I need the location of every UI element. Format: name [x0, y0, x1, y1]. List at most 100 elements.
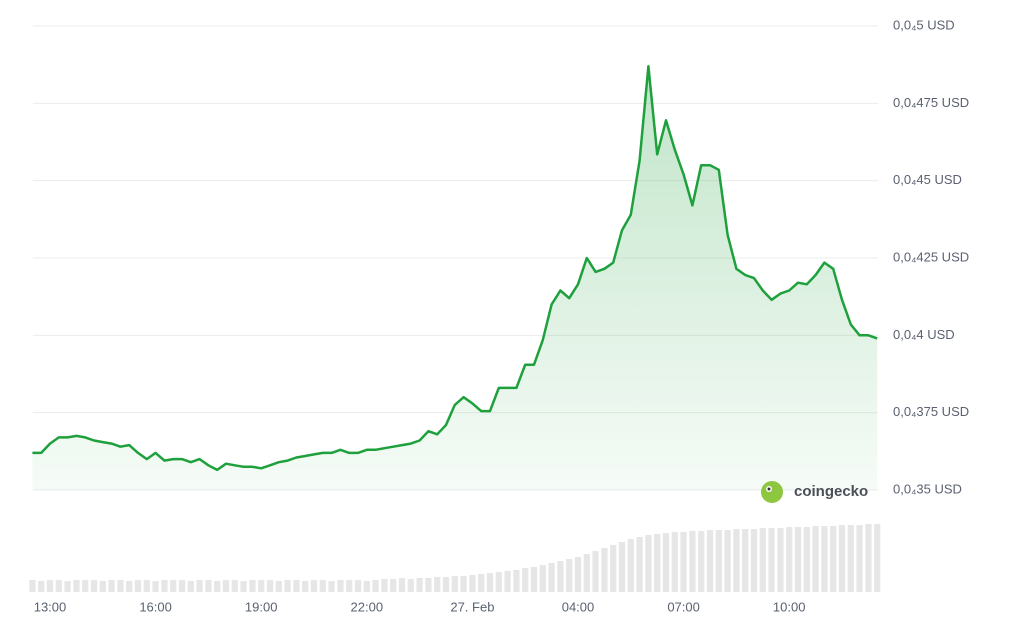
volume-bar: [451, 576, 458, 592]
volume-bar: [363, 581, 370, 592]
volume-bar: [671, 532, 678, 592]
volume-bar: [574, 557, 582, 592]
volume-bar: [284, 580, 291, 592]
volume-bar: [689, 531, 696, 592]
volume-bar: [64, 581, 71, 592]
y-tick-label: 0,0₄425 USD: [893, 249, 969, 264]
volume-bar: [539, 565, 546, 592]
volume-bar: [398, 578, 406, 592]
volume-bar: [390, 579, 397, 592]
volume-bar: [504, 571, 511, 592]
volume-bar: [337, 580, 344, 592]
x-tick-label: 19:00: [245, 599, 278, 614]
volume-bar: [293, 580, 300, 592]
volume-bar: [108, 580, 115, 592]
volume-bar: [654, 534, 661, 592]
x-tick-label: 07:00: [667, 599, 700, 614]
volume-bar: [794, 527, 802, 592]
volume-bar: [425, 578, 432, 592]
volume-bar: [328, 581, 335, 592]
y-tick-label: 0,0₄4 USD: [893, 327, 955, 342]
volume-bar: [222, 580, 230, 592]
volume-bar: [636, 537, 643, 592]
volume-bar: [803, 527, 810, 592]
volume-bar: [662, 533, 670, 592]
volume-bar: [583, 554, 590, 592]
x-tick-label: 22:00: [351, 599, 384, 614]
x-tick-label: 27. Feb: [450, 599, 494, 614]
volume-bar: [715, 530, 722, 592]
volume-bar: [354, 580, 362, 592]
watermark: coingecko: [794, 483, 868, 500]
volume-bar: [680, 532, 687, 592]
volume-bar: [38, 581, 45, 592]
volume-bar: [812, 526, 819, 592]
volume-bar: [73, 580, 80, 592]
volume-bar: [627, 539, 634, 592]
x-tick-label: 13:00: [34, 599, 67, 614]
volume-bar: [486, 573, 494, 592]
volume-bar: [830, 526, 837, 592]
volume-bar: [372, 580, 379, 592]
volume-bar: [205, 580, 212, 592]
volume-bar: [161, 580, 168, 592]
volume-bar: [698, 531, 705, 592]
volume-bar: [275, 581, 282, 592]
volume-bar: [645, 535, 652, 592]
y-tick-label: 0,0₄375 USD: [893, 404, 969, 419]
x-tick-label: 04:00: [562, 599, 595, 614]
volume-bar: [847, 525, 854, 592]
volume-bar: [777, 528, 784, 592]
volume-bar: [319, 580, 326, 592]
volume-bar: [90, 580, 98, 592]
volume-bar: [495, 572, 502, 592]
volume-bar: [99, 581, 106, 592]
volume-bar: [522, 568, 529, 592]
volume-bar: [706, 530, 714, 592]
volume-bar: [821, 526, 828, 592]
volume-bar: [865, 524, 872, 592]
volume-bar: [460, 576, 467, 592]
volume-bar: [82, 580, 89, 592]
volume-bar: [346, 580, 353, 592]
volume-bar: [601, 548, 608, 592]
volume-bar: [310, 580, 318, 592]
volume-bar: [874, 524, 881, 592]
price-line: [32, 64, 878, 472]
volume-bar: [557, 561, 564, 592]
volume-bar: [46, 580, 54, 592]
volume-bar: [592, 551, 599, 592]
volume-bar: [117, 580, 124, 592]
volume-bar: [733, 529, 740, 592]
volume-bar: [856, 525, 863, 592]
volume-bar: [478, 574, 485, 592]
volume-bar: [381, 579, 388, 592]
volume-bar: [214, 581, 221, 592]
x-tick-label: 10:00: [773, 599, 806, 614]
volume-bar: [302, 581, 309, 592]
volume-bar: [786, 527, 793, 592]
volume-bar: [266, 580, 274, 592]
volume-bar: [469, 575, 476, 592]
volume-bar: [29, 580, 36, 592]
volume-bar: [416, 578, 423, 592]
volume-bar: [434, 577, 441, 592]
volume-bar: [249, 580, 256, 592]
volume-bar: [768, 528, 775, 592]
x-tick-label: 16:00: [139, 599, 172, 614]
logo: [761, 481, 783, 503]
volume-bar: [143, 580, 150, 592]
volume-bar: [742, 529, 749, 592]
volume-bar: [724, 530, 731, 592]
volume-bar: [610, 545, 617, 592]
volume-bar: [750, 529, 758, 592]
y-tick-label: 0,0₄475 USD: [893, 95, 969, 110]
volume-bar: [187, 581, 194, 592]
volume-bar: [134, 580, 142, 592]
volume-bar: [240, 581, 247, 592]
volume-bar: [548, 563, 555, 592]
volume-bar: [258, 580, 265, 592]
volume-bar: [618, 542, 626, 592]
volume-bar: [759, 528, 766, 592]
